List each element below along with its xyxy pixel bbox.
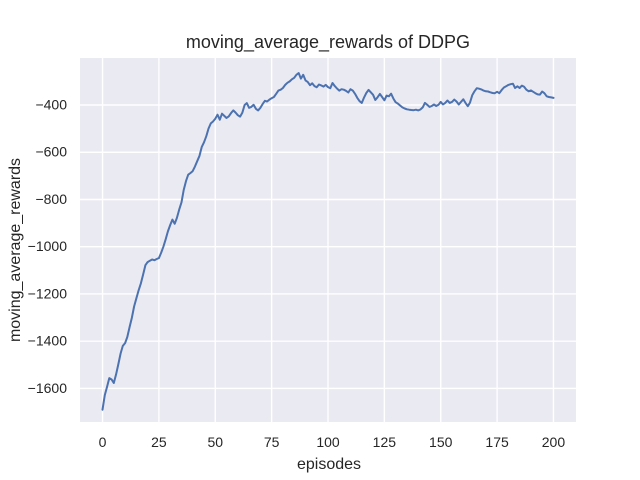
- y-tick-label: −1000: [28, 238, 68, 254]
- y-tick-label: −1200: [28, 285, 68, 301]
- x-tick-label: 200: [542, 434, 566, 450]
- x-tick-label: 50: [207, 434, 223, 450]
- x-tick-labels: 0 25 50 75 100 125 150 175 200: [99, 434, 566, 450]
- x-tick-label: 125: [373, 434, 397, 450]
- x-tick-label: 175: [485, 434, 509, 450]
- y-axis-label: moving_average_rewards: [7, 158, 24, 342]
- chart-title: moving_average_rewards of DDPG: [186, 32, 470, 53]
- x-axis-label: episodes: [297, 456, 361, 473]
- x-tick-label: 150: [429, 434, 453, 450]
- x-tick-label: 0: [99, 434, 107, 450]
- y-tick-label: −600: [35, 144, 67, 160]
- y-tick-labels: −400 −600 −800 −1000 −1200 −1400 −1600: [28, 97, 68, 396]
- x-tick-label: 75: [264, 434, 280, 450]
- y-tick-label: −800: [35, 191, 67, 207]
- x-tick-label: 100: [316, 434, 340, 450]
- y-tick-label: −1600: [28, 380, 68, 396]
- x-tick-label: 25: [151, 434, 167, 450]
- y-tick-label: −1400: [28, 333, 68, 349]
- y-tick-label: −400: [35, 97, 67, 113]
- reward-line: [101, 72, 555, 411]
